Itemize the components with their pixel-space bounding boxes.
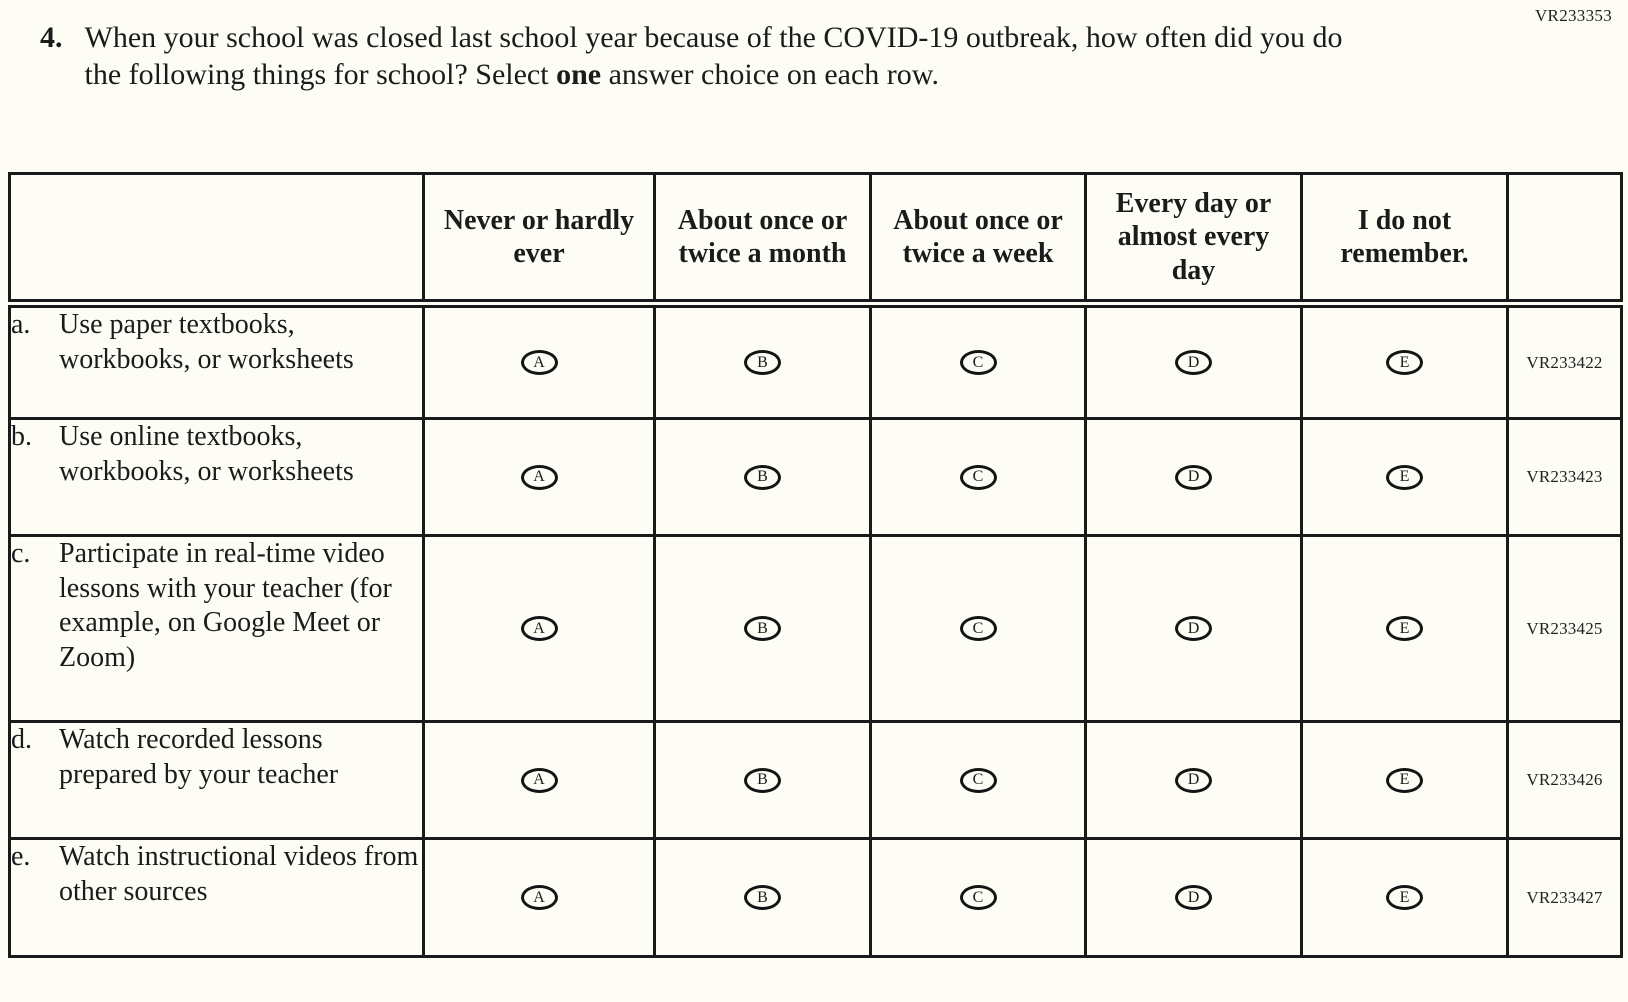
row-b-letter: b. [11, 421, 32, 452]
row-a-code: VR233422 [1506, 302, 1623, 420]
row-d-cell-e: E [1300, 720, 1509, 840]
row-a-cell-b: B [653, 302, 872, 420]
header-do-not-remember: I do not remember. [1300, 172, 1509, 308]
header-empty-code [1506, 172, 1623, 308]
row-e-label: Watch instructional videos from other so… [59, 841, 419, 907]
row-c-cell-e: E [1300, 534, 1509, 723]
row-a-option-bubble-d[interactable]: D [1175, 350, 1212, 375]
question-text-lead: When your school was closed last school … [84, 21, 1343, 91]
row-a-cell-c: C [869, 302, 1087, 420]
row-e-cell-a: A [422, 837, 656, 958]
row-a-option-bubble-e[interactable]: E [1386, 350, 1423, 375]
row-e-letter: e. [11, 841, 31, 872]
row-b-option-bubble-e[interactable]: E [1386, 464, 1423, 490]
row-b-option-bubble-c[interactable]: C [959, 464, 997, 490]
row-b-code: VR233423 [1506, 417, 1623, 537]
row-e-option-bubble-b[interactable]: B [744, 885, 781, 910]
row-e-option-bubble-c[interactable]: C [959, 885, 997, 910]
row-d-stem: d. Watch recorded lessons prepared by yo… [8, 720, 425, 840]
row-b-cell-b: B [653, 417, 872, 537]
row-c-cell-c: C [869, 534, 1087, 723]
row-d-letter: d. [11, 724, 32, 755]
row-c-option-bubble-a[interactable]: A [520, 616, 558, 641]
row-e-cell-b: B [653, 837, 872, 958]
row-b-option-bubble-a[interactable]: A [520, 464, 558, 490]
row-e-cell-e: E [1300, 837, 1509, 958]
frequency-matrix-table: Never or hardly ever About once or twice… [8, 172, 1623, 958]
row-c-option-bubble-c[interactable]: C [959, 616, 997, 641]
table-row-c: c. Participate in real-time video lesson… [8, 534, 1623, 723]
row-d-option-bubble-a[interactable]: A [520, 767, 558, 793]
row-d-option-bubble-d[interactable]: D [1175, 767, 1212, 793]
row-d-cell-c: C [869, 720, 1087, 840]
row-e-option-bubble-d[interactable]: D [1175, 885, 1212, 910]
row-d-option-bubble-e[interactable]: E [1386, 767, 1423, 793]
row-a-cell-d: D [1084, 302, 1303, 420]
row-d-label: Watch recorded lessons prepared by your … [59, 724, 339, 790]
row-c-cell-b: B [653, 534, 872, 723]
header-empty-stem [8, 172, 425, 308]
row-b-cell-a: A [422, 417, 656, 537]
row-c-option-bubble-e[interactable]: E [1386, 616, 1423, 641]
row-e-option-bubble-a[interactable]: A [520, 885, 558, 910]
row-b-cell-e: E [1300, 417, 1509, 537]
question-text-bold: one [556, 57, 602, 91]
row-c-stem: c. Participate in real-time video lesson… [8, 534, 425, 723]
row-d-option-bubble-b[interactable]: B [744, 767, 781, 793]
question-number: 4. [40, 21, 63, 54]
table-row-a: a. Use paper textbooks, workbooks, or wo… [8, 302, 1623, 420]
header-once-twice-month: About once or twice a month [653, 172, 872, 308]
header-never: Never or hardly ever [422, 172, 656, 308]
row-e-option-bubble-e[interactable]: E [1386, 885, 1423, 910]
row-b-cell-c: C [869, 417, 1087, 537]
question-text: When your school was closed last school … [85, 20, 1375, 93]
row-c-cell-d: D [1084, 534, 1303, 723]
row-c-option-bubble-d[interactable]: D [1175, 616, 1212, 641]
table-row-e: e. Watch instructional videos from other… [8, 837, 1623, 958]
header-once-twice-week: About once or twice a week [869, 172, 1087, 308]
row-d-cell-b: B [653, 720, 872, 840]
row-a-option-bubble-b[interactable]: B [744, 350, 781, 375]
row-b-option-bubble-d[interactable]: D [1175, 464, 1212, 490]
table-row-b: b. Use online textbooks, workbooks, or w… [8, 417, 1623, 537]
row-b-label: Use online textbooks, workbooks, or work… [59, 421, 354, 487]
row-d-cell-a: A [422, 720, 656, 840]
row-d-code: VR233426 [1506, 720, 1623, 840]
row-d-cell-d: D [1084, 720, 1303, 840]
row-c-letter: c. [11, 538, 31, 569]
table-row-d: d. Watch recorded lessons prepared by yo… [8, 720, 1623, 840]
row-c-label: Participate in real-time video lessons w… [59, 538, 392, 674]
row-c-option-bubble-b[interactable]: B [744, 616, 781, 641]
header-every-day: Every day or almost every day [1084, 172, 1303, 308]
row-a-label: Use paper textbooks, workbooks, or works… [59, 309, 354, 375]
row-e-cell-d: D [1084, 837, 1303, 958]
row-c-cell-a: A [422, 534, 656, 723]
row-a-cell-a: A [422, 302, 656, 420]
row-e-stem: e. Watch instructional videos from other… [8, 837, 425, 958]
row-a-option-bubble-c[interactable]: C [959, 350, 997, 375]
table-header-row: Never or hardly ever About once or twice… [8, 172, 1623, 308]
question-text-tail: answer choice on each row. [601, 57, 939, 91]
form-code-top-right: VR233353 [1534, 6, 1612, 25]
row-a-stem: a. Use paper textbooks, workbooks, or wo… [8, 302, 425, 420]
row-e-code: VR233427 [1506, 837, 1623, 958]
row-a-option-bubble-a[interactable]: A [520, 350, 558, 375]
row-d-option-bubble-c[interactable]: C [959, 767, 997, 793]
row-a-cell-e: E [1300, 302, 1509, 420]
question-block: 4. When your school was closed last scho… [40, 20, 1420, 93]
row-e-cell-c: C [869, 837, 1087, 958]
row-c-code: VR233425 [1506, 534, 1623, 723]
row-b-cell-d: D [1084, 417, 1303, 537]
row-a-letter: a. [11, 309, 31, 340]
row-b-option-bubble-b[interactable]: B [744, 464, 781, 490]
row-b-stem: b. Use online textbooks, workbooks, or w… [8, 417, 425, 537]
